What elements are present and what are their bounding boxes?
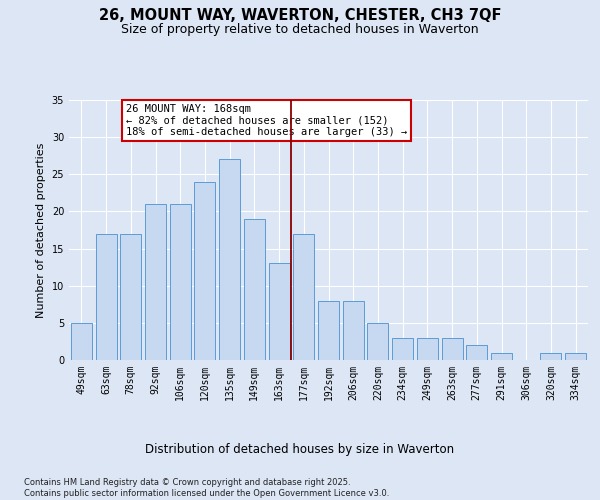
Bar	[442, 338, 463, 360]
Bar	[466, 345, 487, 360]
Bar	[491, 352, 512, 360]
Bar	[194, 182, 215, 360]
Text: 26 MOUNT WAY: 168sqm
← 82% of detached houses are smaller (152)
18% of semi-deta: 26 MOUNT WAY: 168sqm ← 82% of detached h…	[126, 104, 407, 137]
Y-axis label: Number of detached properties: Number of detached properties	[36, 142, 46, 318]
Bar	[269, 264, 290, 360]
Text: Contains HM Land Registry data © Crown copyright and database right 2025.
Contai: Contains HM Land Registry data © Crown c…	[24, 478, 389, 498]
Bar	[343, 300, 364, 360]
Bar	[417, 338, 438, 360]
Bar	[71, 323, 92, 360]
Bar	[367, 323, 388, 360]
Bar	[392, 338, 413, 360]
Bar	[541, 352, 562, 360]
Bar	[244, 219, 265, 360]
Text: 26, MOUNT WAY, WAVERTON, CHESTER, CH3 7QF: 26, MOUNT WAY, WAVERTON, CHESTER, CH3 7Q…	[99, 8, 501, 22]
Bar	[170, 204, 191, 360]
Bar	[95, 234, 116, 360]
Bar	[145, 204, 166, 360]
Text: Distribution of detached houses by size in Waverton: Distribution of detached houses by size …	[145, 442, 455, 456]
Text: Size of property relative to detached houses in Waverton: Size of property relative to detached ho…	[121, 22, 479, 36]
Bar	[318, 300, 339, 360]
Bar	[293, 234, 314, 360]
Bar	[219, 160, 240, 360]
Bar	[120, 234, 141, 360]
Bar	[565, 352, 586, 360]
